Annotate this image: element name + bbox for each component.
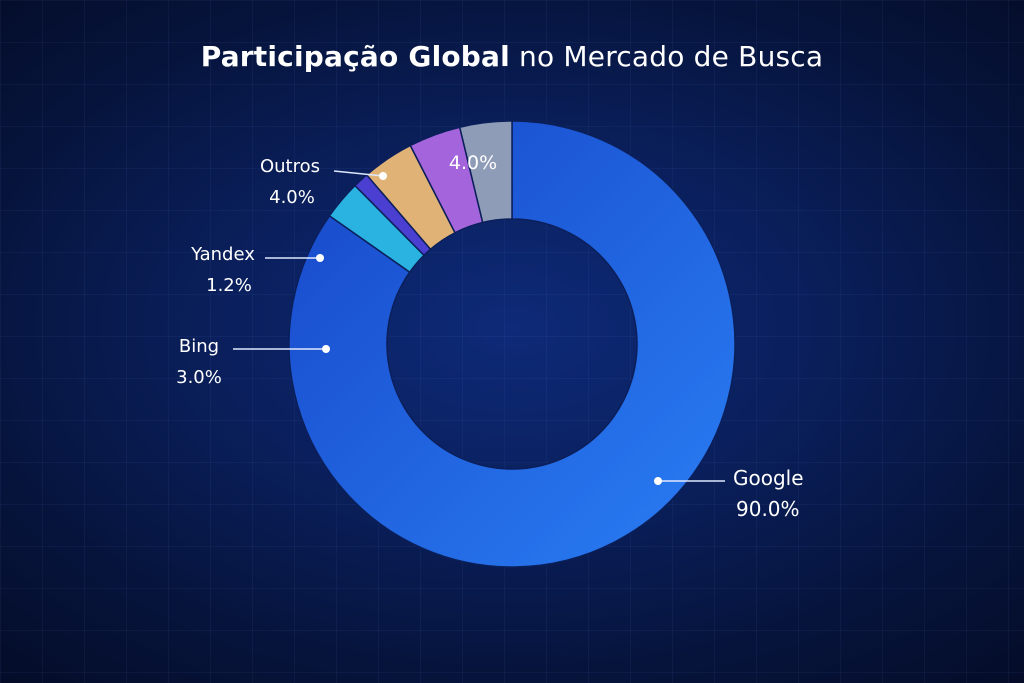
slice-google <box>288 120 736 568</box>
slice-name-label-bing: Bing <box>179 336 219 357</box>
slice-value-label-yandex: 1.2% <box>206 275 252 296</box>
slice-name-label-google: Google <box>733 466 804 490</box>
leader-dot-1 <box>322 345 330 353</box>
slice-value-label-outros: 4.0% <box>269 187 315 208</box>
leader-dot-0 <box>654 477 662 485</box>
slice-value-label-google: 90.0% <box>736 497 800 521</box>
chart-title: Participação Global no Mercado de Busca <box>0 40 1024 73</box>
slice-name-label-yandex: Yandex <box>190 244 255 265</box>
chart-title-bold: Participação Global <box>200 40 510 73</box>
leader-dot-2 <box>316 254 324 262</box>
slice-name-label-outros: Outros <box>260 156 320 177</box>
leader-line-4 <box>333 170 384 177</box>
chart-title-regular: no Mercado de Busca <box>519 40 824 73</box>
slice-value-label-5: 4.0% <box>449 152 497 174</box>
leader-dot-4 <box>379 172 387 180</box>
slice-segment-5 <box>458 120 513 224</box>
slice-value-label-bing: 3.0% <box>176 367 222 388</box>
